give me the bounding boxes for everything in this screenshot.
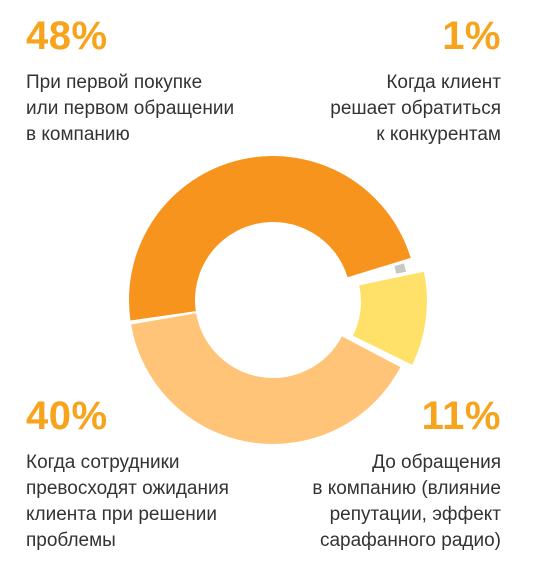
desc-exceed-expectations: Когда сотрудники превосходят ожидания кл… (26, 452, 229, 551)
slice-competitors (394, 263, 407, 274)
segment-label-first-purchase: 48% При первой покупке или первом обраще… (26, 16, 306, 148)
slice-before-contact (352, 271, 427, 365)
segment-label-competitors: 1% Когда клиент решает обратиться к конк… (241, 16, 501, 148)
slice-exceed-expectations (131, 313, 401, 445)
percent-exceed-expectations: 40% (26, 394, 108, 438)
segment-label-exceed-expectations: 40% Когда сотрудники превосходят ожидани… (26, 396, 306, 554)
percent-competitors: 1% (442, 14, 501, 58)
desc-before-contact: До обращения в компанию (влияние репутац… (312, 452, 501, 551)
percent-first-purchase: 48% (26, 14, 108, 58)
slice-first-purchase (129, 155, 411, 321)
desc-first-purchase: При первой покупке или первом обращении … (26, 72, 235, 145)
percent-before-contact: 11% (421, 394, 501, 438)
segment-label-before-contact: 11% До обращения в компанию (влияние реп… (241, 396, 501, 554)
desc-competitors: Когда клиент решает обратиться к конкуре… (330, 72, 501, 145)
